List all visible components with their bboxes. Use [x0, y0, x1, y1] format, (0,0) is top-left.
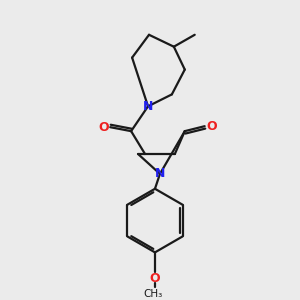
Text: O: O [206, 120, 217, 133]
Text: N: N [155, 167, 165, 180]
Text: N: N [143, 100, 153, 113]
Text: CH₃: CH₃ [143, 289, 163, 299]
Text: O: O [150, 272, 160, 285]
Text: O: O [98, 121, 109, 134]
